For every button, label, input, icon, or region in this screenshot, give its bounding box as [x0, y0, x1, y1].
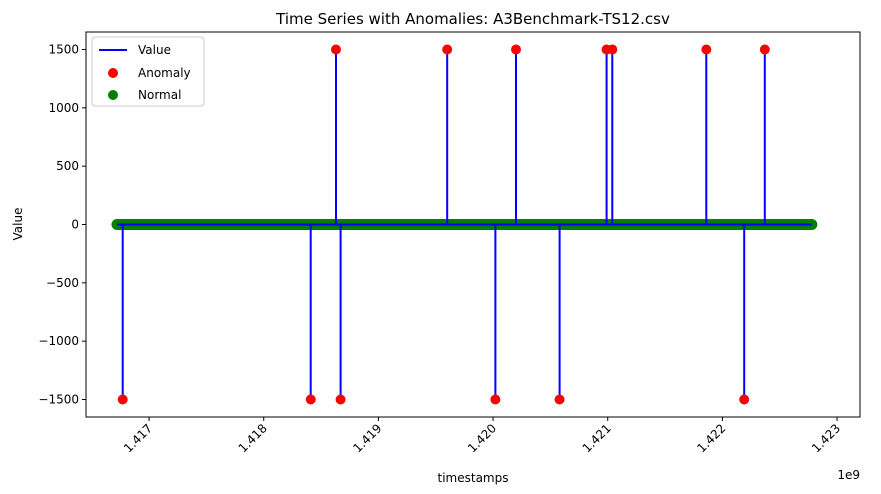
x-tick-label-6: 1.423: [809, 421, 843, 455]
x-axis-ticks: 1.417 1.418 1.419 1.420 1.421 1.422 1.423: [121, 417, 843, 455]
plot-area: [111, 44, 818, 405]
anomaly-point-7: [554, 394, 565, 405]
x-tick-label-0: 1.417: [121, 421, 155, 455]
legend: Value Anomaly Normal: [91, 36, 205, 107]
anomaly-point-4: [442, 44, 453, 55]
anomaly-point-6: [511, 44, 521, 55]
legend-label-value: Value: [138, 43, 171, 57]
y-tick-label-6: −1500: [38, 393, 79, 407]
x-axis-offset-label: 1e9: [837, 468, 860, 482]
y-tick-label-4: −500: [46, 276, 79, 290]
y-tick-label-0: 1500: [48, 43, 79, 57]
y-tick-label-2: 500: [56, 159, 79, 173]
x-tick-label-1: 1.418: [236, 421, 270, 455]
x-tick-label-5: 1.422: [694, 421, 728, 455]
x-tick-label-4: 1.421: [580, 421, 614, 455]
anomaly-point-3: [335, 394, 346, 405]
legend-marker-anomaly: [108, 68, 118, 78]
value-line: [117, 49, 812, 400]
anomaly-point-1: [305, 394, 316, 405]
anomaly-point-9: [607, 44, 618, 55]
y-tick-label-1: 1000: [48, 101, 79, 115]
chart-title: Time Series with Anomalies: A3Benchmark-…: [275, 10, 670, 28]
legend-box: [91, 36, 205, 107]
anomaly-point-5: [490, 394, 501, 405]
x-axis-label: timestamps: [438, 471, 509, 485]
y-tick-label-5: −1000: [38, 334, 79, 348]
anomaly-point-10: [701, 44, 712, 55]
y-tick-label-3: 0: [71, 218, 79, 232]
y-axis-ticks: 1500 1000 500 0 −500 −1000 −1500: [38, 43, 86, 407]
x-tick-label-2: 1.419: [350, 421, 384, 455]
anomaly-point-12: [759, 44, 770, 55]
legend-label-anomaly: Anomaly: [138, 66, 191, 80]
anomaly-point-11: [739, 394, 750, 405]
anomaly-point-2: [330, 44, 341, 55]
x-tick-label-3: 1.420: [465, 421, 499, 455]
legend-marker-normal: [108, 90, 118, 100]
anomaly-point-0: [117, 394, 128, 405]
y-axis-label: Value: [11, 208, 25, 241]
legend-label-normal: Normal: [138, 88, 181, 102]
